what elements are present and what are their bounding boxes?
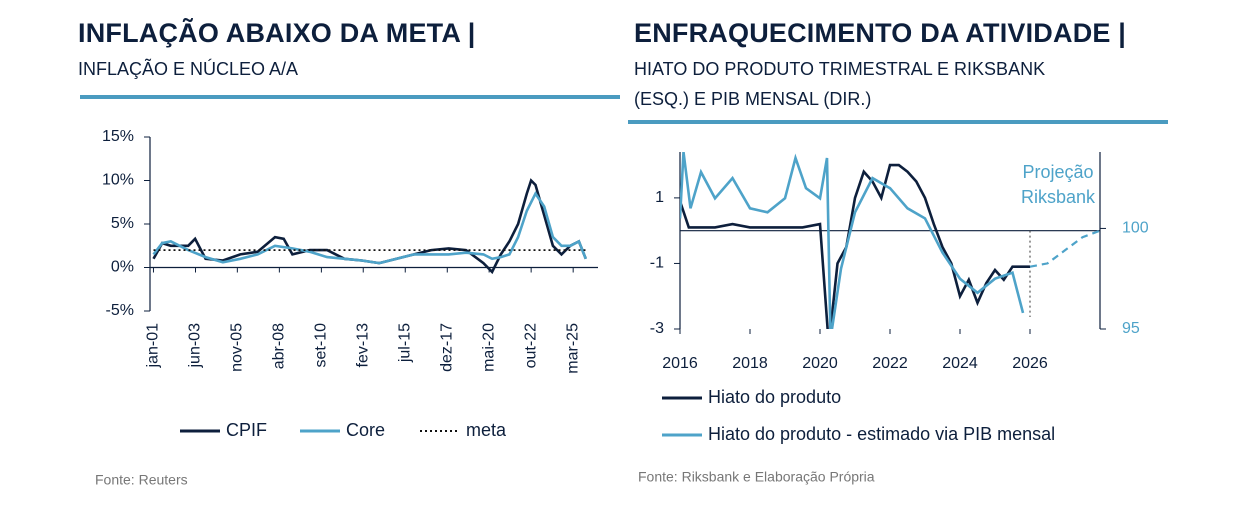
series-line — [152, 191, 588, 265]
x-tick-label: 2018 — [732, 355, 768, 372]
x-tick-label: jan-01 — [145, 323, 162, 369]
y-tick-label: -3 — [650, 320, 664, 337]
chart-subtitle: (ESQ.) E PIB MENSAL (DIR.) — [634, 89, 871, 109]
source: Fonte: Reuters — [95, 472, 188, 488]
y2-tick-label: 95 — [1122, 320, 1140, 337]
y-tick-label: 10% — [102, 172, 134, 189]
x-tick-label: jul-15 — [396, 323, 413, 363]
y-tick-label: -5% — [106, 302, 134, 319]
chart-title: INFLAÇÃO ABAIXO DA META | — [78, 17, 476, 48]
chart-subtitle: INFLAÇÃO E NÚCLEO A/A — [78, 58, 298, 79]
x-tick-label: 2016 — [662, 355, 698, 372]
annotation: Projeção — [1022, 162, 1093, 182]
chart-title: ENFRAQUECIMENTO DA ATIVIDADE | — [634, 18, 1126, 48]
legend-label: meta — [466, 420, 507, 440]
x-tick-label: jun-03 — [187, 323, 204, 369]
x-tick-label: nov-05 — [229, 323, 246, 372]
x-tick-label: mar-25 — [564, 323, 581, 374]
y2-tick-label: 100 — [1122, 220, 1149, 237]
x-tick-label: mai-20 — [480, 323, 497, 372]
legend-label: CPIF — [226, 420, 267, 440]
x-tick-label: 2022 — [872, 355, 908, 372]
legend-label: Hiato do produto - estimado via PIB mens… — [708, 424, 1055, 444]
series-line — [680, 163, 1030, 329]
x-tick-label: fev-13 — [354, 323, 371, 368]
source: Fonte: Riksbank e Elaboração Própria — [638, 469, 875, 485]
legend-label: Core — [346, 420, 385, 440]
y-tick-label: 0% — [111, 259, 134, 276]
x-tick-label: out-22 — [522, 323, 539, 368]
series-line — [680, 152, 1025, 329]
x-tick-label: set-10 — [313, 323, 330, 368]
legend-label: Hiato do produto — [708, 387, 841, 407]
y-tick-label: 15% — [102, 128, 134, 145]
x-tick-label: 2020 — [802, 355, 838, 372]
series-line — [1029, 229, 1100, 268]
x-tick-label: 2024 — [942, 355, 978, 372]
chart-subtitle: HIATO DO PRODUTO TRIMESTRAL E RIKSBANK — [634, 59, 1045, 79]
x-tick-label: dez-17 — [438, 323, 455, 372]
x-tick-label: 2026 — [1012, 355, 1048, 372]
y-tick-label: 1 — [655, 189, 664, 206]
y-tick-label: 5% — [111, 215, 134, 232]
y-tick-label: -1 — [650, 255, 664, 272]
annotation: Riksbank — [1021, 187, 1096, 207]
x-tick-label: abr-08 — [271, 323, 288, 369]
